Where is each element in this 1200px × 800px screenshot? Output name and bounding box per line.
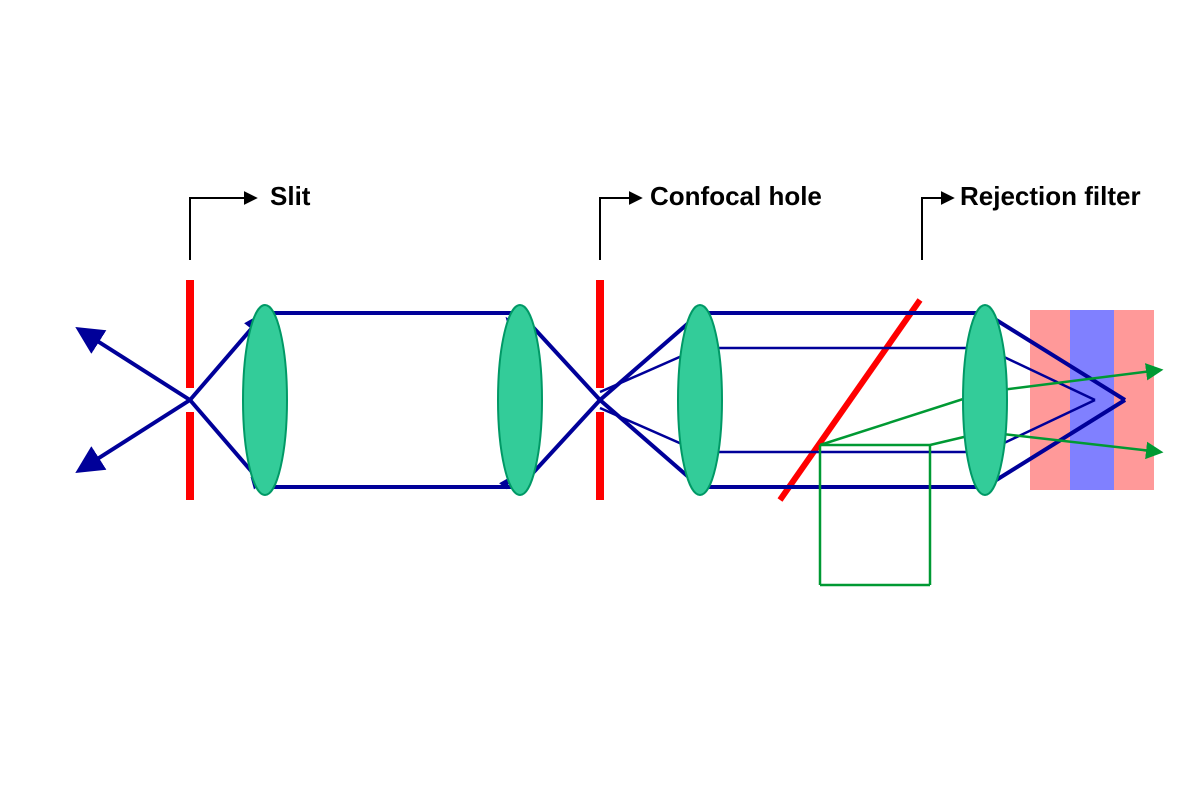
optical-diagram: Slit Confocal hole Rejection filter [0,0,1200,800]
label-slit: Slit [270,181,311,211]
label-confocal-hole: Confocal hole [650,181,822,211]
label-rejection-filter: Rejection filter [960,181,1141,211]
lenses [243,305,1007,495]
lens-2 [498,305,542,495]
lens-1 [243,305,287,495]
lens-4 [963,305,1007,495]
lens-3 [678,305,722,495]
beamsplitter [780,300,920,500]
rejection-filter-block [1030,310,1154,490]
